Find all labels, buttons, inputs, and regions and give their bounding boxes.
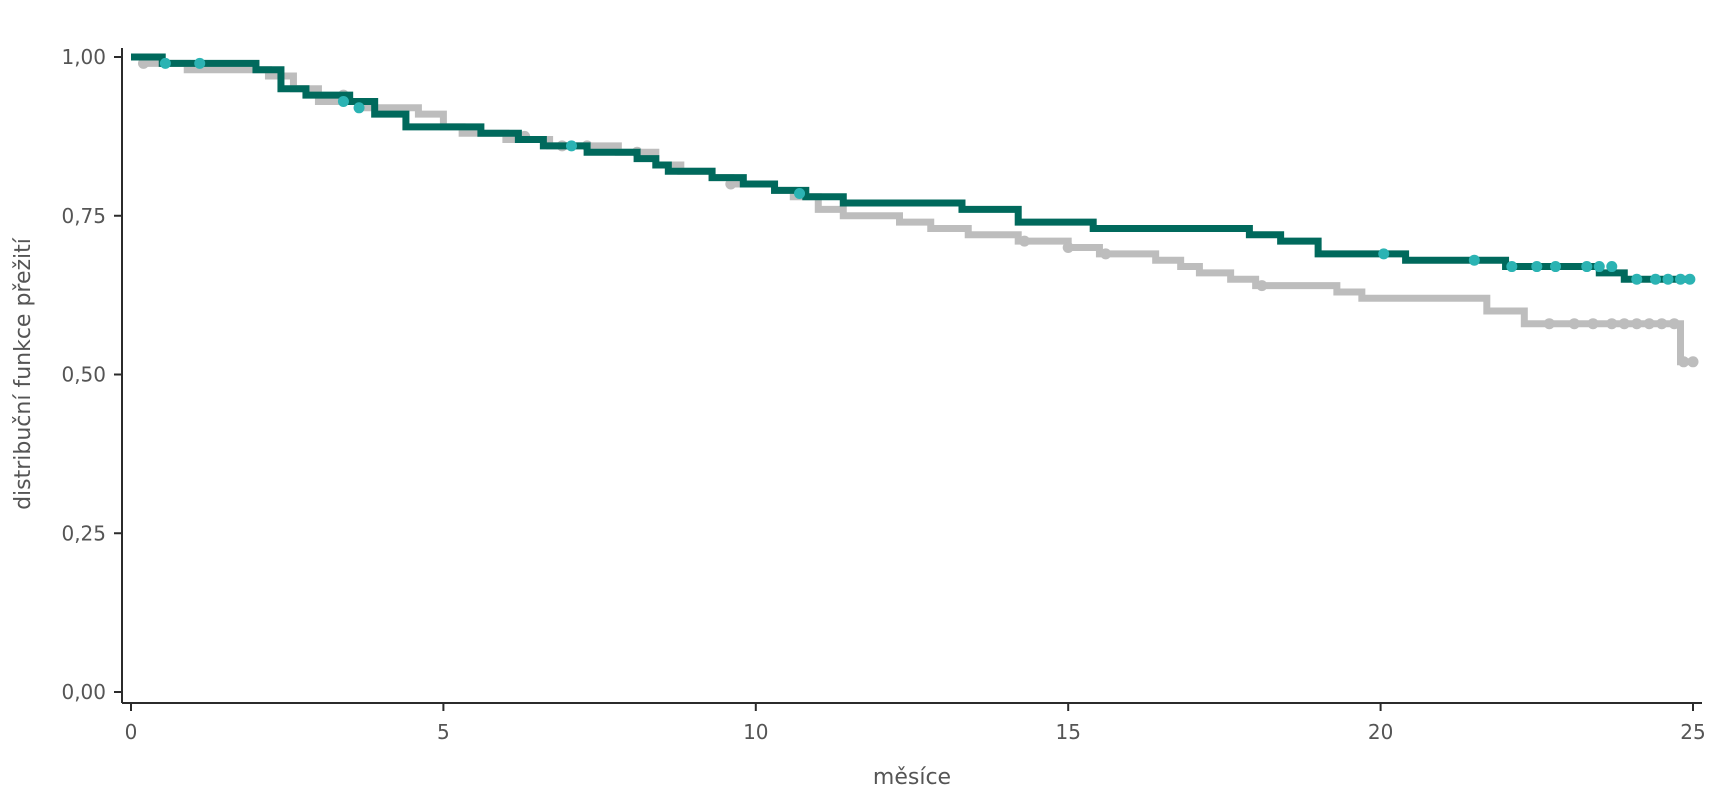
censor-mark-series-1 xyxy=(1468,254,1480,266)
y-tick-label: 0,00 xyxy=(61,680,106,704)
y-tick-label: 0,50 xyxy=(61,363,106,387)
censor-mark-series-1 xyxy=(1631,273,1643,285)
censor-mark-series-1 xyxy=(353,102,365,114)
axes xyxy=(121,48,1702,704)
censor-mark-series-1 xyxy=(1550,261,1562,273)
censor-mark-series-1 xyxy=(1593,261,1605,273)
censor-mark-series-2 xyxy=(1678,356,1690,368)
censor-mark-series-1 xyxy=(337,95,349,107)
censor-mark-series-1 xyxy=(1684,273,1696,285)
y-tick-label: 0,75 xyxy=(61,204,106,228)
censor-mark-series-2 xyxy=(1606,318,1618,330)
y-tick-label: 1,00 xyxy=(61,45,106,69)
series xyxy=(131,53,1699,368)
censor-mark-series-1 xyxy=(1378,248,1390,260)
y-ticks: 0,00 0,25 0,50 0,75 1,00 xyxy=(61,45,122,704)
censor-mark-series-2 xyxy=(1256,280,1268,292)
x-ticks: 0 5 10 15 20 25 xyxy=(125,703,1706,744)
x-tick-label: 25 xyxy=(1680,720,1705,744)
censor-mark-series-1 xyxy=(1650,273,1662,285)
censor-mark-series-2 xyxy=(1587,318,1599,330)
censor-mark-series-2 xyxy=(1568,318,1580,330)
y-tick-label: 0,25 xyxy=(61,521,106,545)
censor-mark-series-2 xyxy=(1018,235,1030,247)
censor-mark-series-1 xyxy=(194,57,206,69)
x-axis-title: měsíce xyxy=(873,765,951,790)
x-tick-label: 5 xyxy=(437,720,450,744)
censor-mark-series-2 xyxy=(725,178,737,190)
censor-mark-series-2 xyxy=(1543,318,1555,330)
censor-mark-series-1 xyxy=(159,57,171,69)
series-line-1 xyxy=(131,53,1693,283)
censor-mark-series-1 xyxy=(1606,261,1618,273)
censor-mark-series-1 xyxy=(1675,273,1687,285)
censor-mark-series-2 xyxy=(1631,318,1643,330)
x-tick-label: 10 xyxy=(743,720,768,744)
censor-mark-series-2 xyxy=(1643,318,1655,330)
censor-mark-series-1 xyxy=(1662,273,1674,285)
x-tick-label: 0 xyxy=(125,720,138,744)
censor-mark-series-1 xyxy=(1506,261,1518,273)
censor-mark-series-1 xyxy=(794,188,806,200)
x-tick-label: 20 xyxy=(1368,720,1393,744)
x-tick-label: 15 xyxy=(1055,720,1080,744)
censor-mark-series-2 xyxy=(137,57,149,69)
censor-mark-series-2 xyxy=(1100,248,1112,260)
censor-mark-series-1 xyxy=(1531,261,1543,273)
censor-mark-series-2 xyxy=(1656,318,1668,330)
censor-mark-series-2 xyxy=(1062,242,1074,253)
censor-mark-series-2 xyxy=(1687,356,1699,368)
y-axis-title: distribuční funkce přežití xyxy=(11,237,36,510)
censor-mark-series-2 xyxy=(1618,318,1630,330)
censor-mark-series-2 xyxy=(1668,318,1680,330)
censor-mark-series-1 xyxy=(565,140,577,152)
censor-mark-series-1 xyxy=(1581,261,1593,273)
